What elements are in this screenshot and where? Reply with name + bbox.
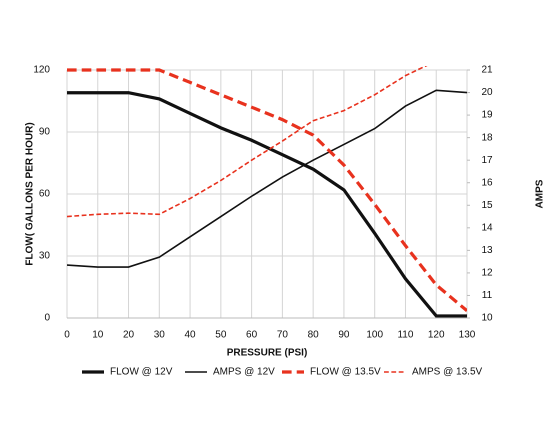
y2-tick-label: 19 [481, 110, 493, 121]
series-line [67, 89, 467, 268]
legend-label: FLOW @ 13.5V [310, 367, 381, 378]
y-tick-label: 120 [33, 65, 50, 76]
x-tick-label: 110 [397, 330, 413, 341]
x-tick-label: 130 [459, 330, 476, 341]
y2-tick-label: 21 [481, 65, 493, 76]
y2-axis-label: AMPS [535, 179, 546, 208]
y-tick-label: 90 [39, 127, 51, 138]
x-tick-label: 20 [123, 330, 135, 341]
y2-tick-label: 12 [481, 268, 493, 279]
y-axis-label: FLOW( GALLONS PER HOUR) [25, 122, 36, 265]
x-tick-label: 30 [154, 330, 166, 341]
legend-label: AMPS @ 13.5V [412, 367, 483, 378]
legend-label: FLOW @ 12V [110, 367, 173, 378]
x-tick-label: 100 [366, 330, 383, 341]
x-tick-label: 60 [246, 330, 258, 341]
y-tick-label: 0 [44, 313, 50, 324]
x-tick-label: 50 [215, 330, 227, 341]
series-line [67, 91, 467, 318]
y2-tick-label: 13 [481, 245, 493, 256]
x-tick-label: 90 [338, 330, 350, 341]
y2-tick-label: 11 [482, 290, 493, 301]
x-tick-label: 10 [92, 330, 104, 341]
x-tick-label: 0 [64, 330, 70, 341]
series-line [67, 66, 428, 218]
y2-tick-label: 15 [481, 200, 493, 211]
x-tick-label: 80 [308, 330, 320, 341]
legend-label: AMPS @ 12V [213, 367, 275, 378]
y2-tick-label: 20 [481, 87, 493, 98]
y2-tick-label: 10 [481, 313, 493, 324]
y2-tick-label: 14 [481, 222, 493, 233]
lines [67, 66, 467, 318]
y2-tick-label: 16 [481, 177, 493, 188]
grid [66, 69, 468, 319]
y-tick-label: 30 [39, 251, 51, 262]
series-line [67, 68, 467, 312]
x-tick-label: 70 [277, 330, 289, 341]
y-tick-label: 60 [39, 189, 51, 200]
y2-tick-label: 18 [481, 132, 493, 143]
y2-tick-label: 17 [481, 155, 493, 166]
x-axis-label: PRESSURE (PSI) [227, 348, 308, 359]
x-tick-label: 40 [185, 330, 197, 341]
x-tick-label: 120 [428, 330, 445, 341]
